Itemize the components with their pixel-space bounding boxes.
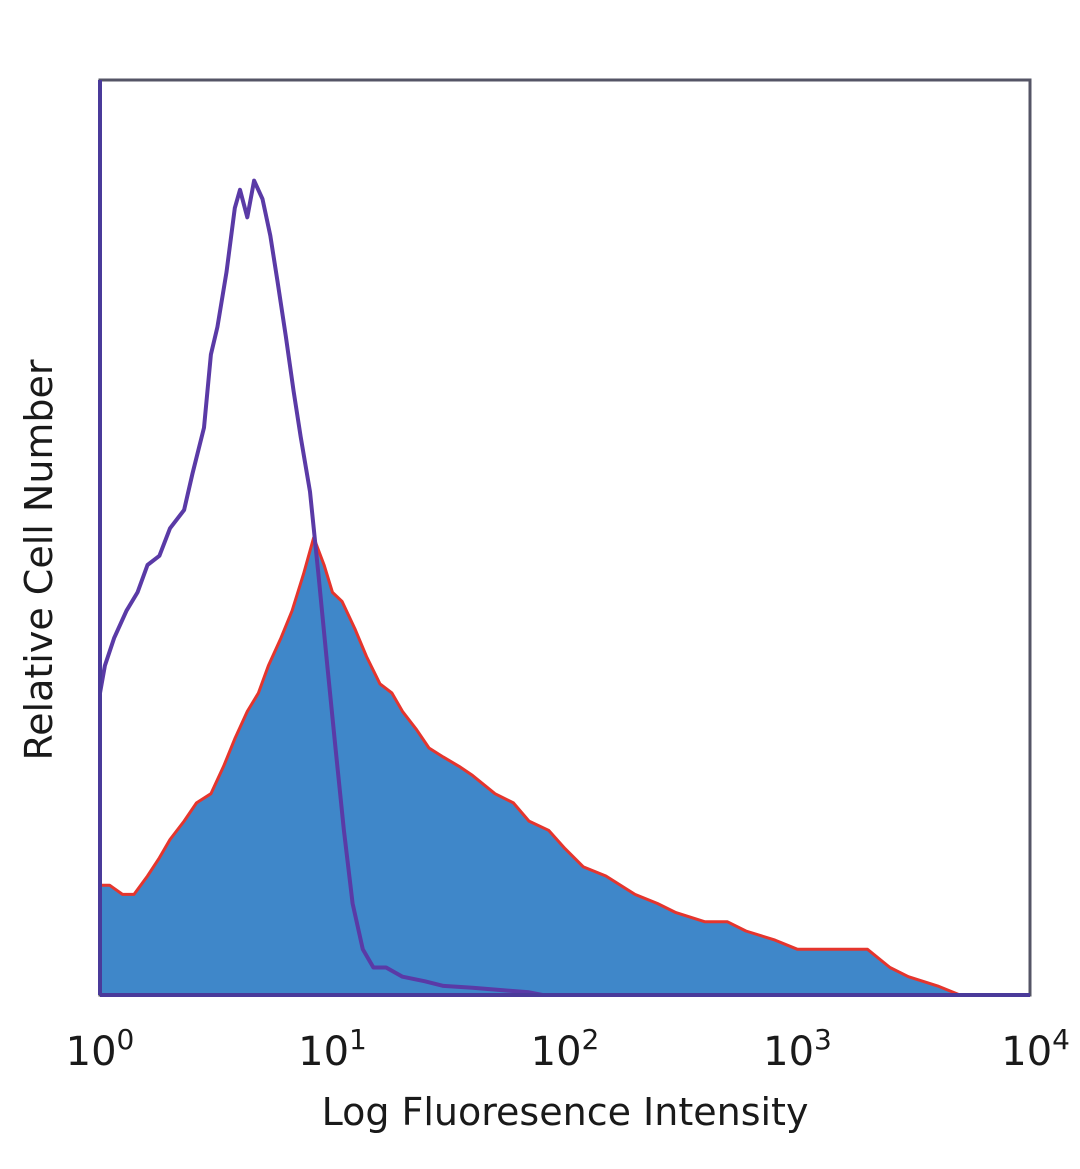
- x-tick-label: 100: [66, 1023, 135, 1075]
- x-tick-label: 103: [763, 1023, 832, 1075]
- control-histogram-line: [98, 178, 543, 997]
- x-axis-label: Log Fluoresence Intensity: [322, 1090, 809, 1134]
- x-tick-label: 102: [531, 1023, 600, 1075]
- stained-histogram-fill: [100, 537, 960, 995]
- x-tick-label: 101: [298, 1023, 367, 1075]
- y-axis-label: Relative Cell Number: [17, 359, 61, 760]
- x-axis-ticks: 100 101 102 103 104: [66, 1023, 1070, 1075]
- x-tick-label: 104: [1001, 1023, 1070, 1075]
- plot-frame: [98, 78, 1032, 997]
- stained-histogram-edge: [100, 536, 961, 997]
- plot-area: [98, 178, 961, 997]
